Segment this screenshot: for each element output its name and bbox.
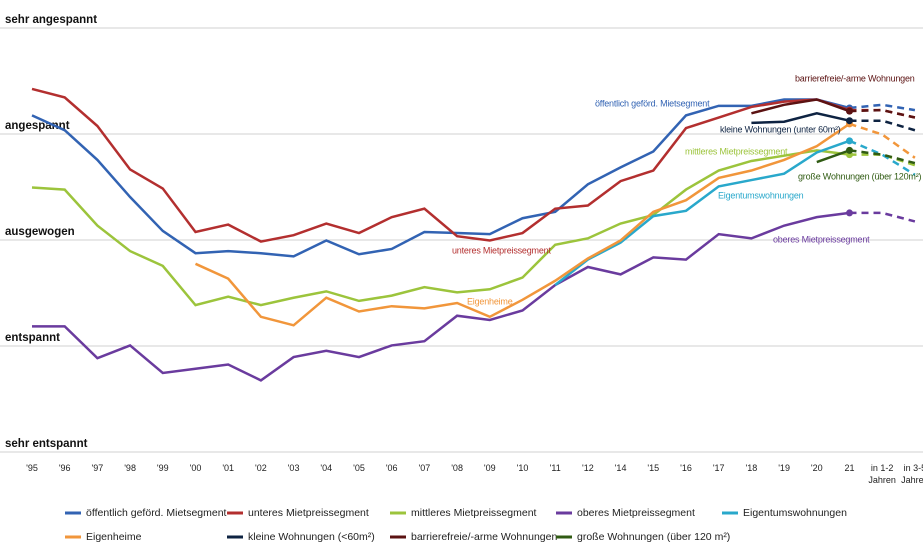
- legend-label: große Wohnungen (über 120 m²): [577, 531, 730, 543]
- annotation: öffentlich geförd. Mietsegment: [595, 98, 710, 108]
- annotation: unteres Mietpreissegment: [452, 245, 551, 255]
- y-tick-label: sehr entspannt: [5, 438, 88, 450]
- annotation: Eigenheime: [467, 296, 513, 306]
- x-tick-label: '96: [58, 463, 71, 473]
- marker: [846, 117, 853, 125]
- x-tick-label: '07: [418, 463, 431, 473]
- y-tick-label: ausgewogen: [5, 226, 75, 238]
- x-tick-label: '08: [451, 463, 463, 473]
- forecast-line: [849, 103, 916, 112]
- forecast-line: [849, 153, 916, 167]
- lines: [31, 87, 916, 382]
- legend-label: kleine Wohnungen (<60m²): [248, 531, 375, 543]
- legend-label: mittleres Mietpreissegment: [411, 507, 537, 519]
- x-tick-label: '12: [582, 463, 594, 473]
- marker: [846, 146, 853, 154]
- x-tick-label: '02: [255, 463, 267, 473]
- y-tick-label: sehr angespannt: [5, 14, 97, 26]
- x-tick-label: '00: [189, 463, 202, 473]
- legend-label: barrierefreie/-arme Wohnungen: [411, 531, 557, 543]
- x-tick-label: '97: [91, 463, 104, 473]
- forecast-line: [849, 211, 916, 223]
- x-tick-label: '06: [385, 463, 398, 473]
- x-tick-label: '98: [124, 463, 136, 473]
- x-tick-label: 21: [844, 463, 855, 473]
- forecast-line: [849, 139, 916, 176]
- series-line: [751, 111, 850, 125]
- series-line: [32, 211, 850, 382]
- legend-label: öffentlich geförd. Mietsegment: [86, 507, 227, 519]
- x-tick-label: '01: [222, 463, 235, 473]
- y-tick-label: angespannt: [5, 120, 70, 132]
- x-tick-label: '11: [549, 463, 561, 473]
- series-line: [554, 139, 850, 286]
- forecast-line: [849, 108, 916, 119]
- annotation: kleine Wohnungen (unter 60m²): [720, 124, 841, 134]
- annotation: mittleres Mietpreissegment: [685, 146, 788, 156]
- forecast-line: [849, 119, 916, 132]
- series-line: [816, 149, 850, 164]
- x-tick-label: '03: [287, 463, 300, 473]
- series-line: [31, 98, 850, 258]
- x-tick-label: in 3-5 Jahren: [901, 463, 923, 485]
- series-line: [31, 87, 850, 243]
- annotation: große Wohnungen (über 120m²): [798, 171, 922, 181]
- x-tick-label: '05: [353, 463, 365, 473]
- grid: sehr entspannt entspannt ausgewogen angespa…: [0, 14, 923, 453]
- x-tick-label: '09: [483, 463, 496, 473]
- x-tick-label: in 1-2 Jahren: [868, 463, 896, 485]
- x-tick-label: '20: [810, 463, 823, 473]
- legend-label: oberes Mietpreissegment: [577, 507, 695, 519]
- forecast-line: [849, 108, 916, 119]
- annotation: Eigentumswohnungen: [718, 190, 804, 200]
- legend-label: Eigenheime: [86, 531, 142, 543]
- forecast-line: [849, 122, 916, 159]
- x-tick-label: '99: [156, 463, 169, 473]
- marker: [846, 209, 853, 217]
- x-tick-label: '10: [516, 463, 529, 473]
- series-line: [31, 149, 850, 307]
- x-tick-label: '19: [778, 463, 790, 473]
- marker: [846, 107, 853, 115]
- x-tick-label: '17: [712, 463, 725, 473]
- x-tick-label: '16: [680, 463, 692, 473]
- x-tick-label: '18: [745, 463, 758, 473]
- x-tick-label: '95: [26, 463, 38, 473]
- x-tick-label: '14: [614, 463, 627, 473]
- y-tick-label: entspannt: [5, 332, 60, 344]
- legend-label: unteres Mietpreissegment: [248, 507, 369, 519]
- legend: öffentlich geförd. Mietsegment unteres Mi…: [65, 507, 847, 543]
- annotations: öffentlich geförd. Mietsegment barrieref…: [452, 73, 922, 306]
- series-line: [194, 122, 851, 327]
- annotation: barrierefreie/-arme Wohnungen: [795, 73, 915, 83]
- marker: [846, 137, 853, 145]
- series-line: [751, 98, 850, 115]
- x-tick-label: '04: [320, 463, 333, 473]
- annotation: oberes Mietpreissegment: [773, 234, 870, 244]
- x-tick-label: '15: [647, 463, 660, 473]
- legend-label: Eigentumswohnungen: [743, 507, 847, 519]
